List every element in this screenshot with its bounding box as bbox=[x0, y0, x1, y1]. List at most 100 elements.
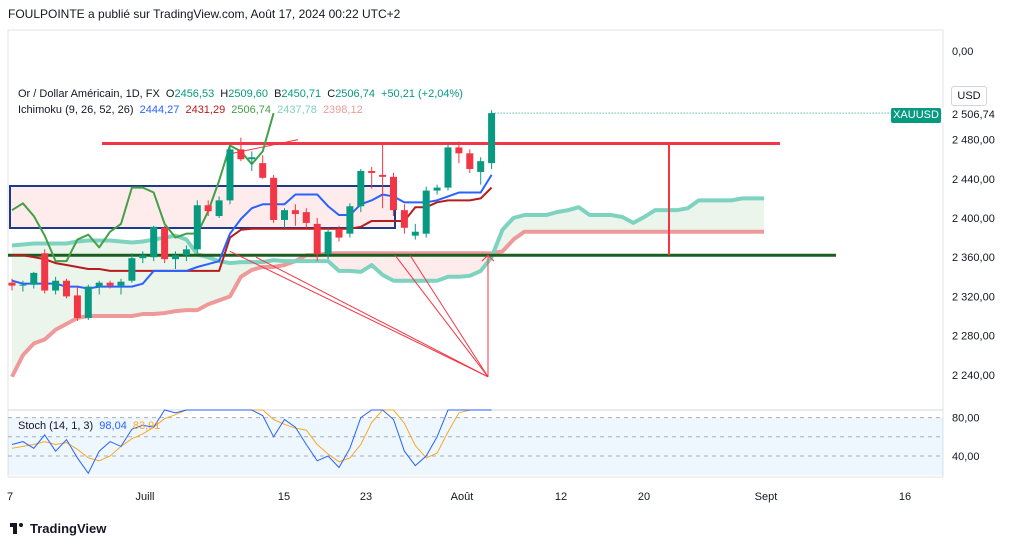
candle-body bbox=[30, 272, 38, 285]
symbol-price-tag: XAUUSD bbox=[891, 108, 941, 123]
candle-body bbox=[477, 161, 485, 172]
candle-body bbox=[313, 223, 321, 255]
candle-body bbox=[52, 280, 60, 291]
candle-body bbox=[346, 206, 354, 234]
time-tick-label: 16 bbox=[899, 491, 911, 503]
candle-body bbox=[41, 253, 49, 291]
ichimoku-cloud-segment bbox=[349, 253, 361, 272]
time-tick-label: Août bbox=[451, 491, 474, 503]
ichimoku-cloud-segment bbox=[219, 261, 230, 301]
candle-body bbox=[128, 258, 136, 281]
time-tick-label: 7 bbox=[7, 491, 13, 503]
ichimoku-cloud-segment bbox=[655, 210, 666, 232]
candle-body bbox=[390, 176, 397, 211]
candle-body bbox=[433, 187, 441, 191]
ichimoku-cloud-segment bbox=[415, 253, 427, 281]
stoch-d-value: 83,91 bbox=[132, 420, 161, 432]
candle-body bbox=[248, 157, 256, 160]
ichimoku-cloud-segment bbox=[742, 198, 754, 232]
candle-body bbox=[19, 284, 27, 286]
tenkan-value: 2444,27 bbox=[139, 104, 180, 116]
stoch-tick-label: 80,00 bbox=[952, 413, 980, 425]
candle-body bbox=[281, 210, 288, 220]
ichimoku-cloud-segment bbox=[22, 243, 34, 356]
candle-body bbox=[466, 153, 474, 169]
high-label: H bbox=[220, 88, 229, 100]
ichimoku-cloud-segment bbox=[99, 240, 111, 316]
tradingview-brand[interactable]: TradingView bbox=[10, 521, 106, 536]
arrow-line bbox=[394, 254, 489, 378]
candle-body bbox=[259, 163, 267, 178]
candle-body bbox=[400, 210, 408, 228]
time-tick-label: Juill bbox=[136, 491, 155, 503]
high-value: 2509,60 bbox=[228, 88, 268, 100]
tradingview-logo-icon bbox=[10, 523, 26, 534]
candle-body bbox=[161, 227, 169, 260]
time-tick-label: 12 bbox=[555, 491, 567, 503]
ichimoku-cloud-segment bbox=[458, 253, 470, 277]
time-tick-label: Sept bbox=[755, 491, 778, 503]
stoch-tick-label: 40,00 bbox=[952, 451, 980, 463]
open-label: O bbox=[165, 88, 175, 100]
candle-body bbox=[368, 170, 376, 173]
ichimoku-cloud-segment bbox=[197, 254, 209, 311]
candle-body bbox=[411, 231, 419, 236]
ichimoku-cloud-segment bbox=[393, 253, 405, 281]
candle-body bbox=[117, 281, 125, 286]
time-tick-label: 15 bbox=[278, 491, 290, 503]
ichimoku-cloud-segment bbox=[12, 244, 23, 377]
ichimoku-span-a-line bbox=[11, 196, 765, 283]
price-tick-label: 2 320,00 bbox=[952, 291, 995, 303]
ichimoku-kijun-line bbox=[12, 186, 493, 272]
time-tick-label: 23 bbox=[360, 491, 372, 503]
chikou-value: 2506,74 bbox=[231, 104, 272, 116]
span-a-value: 2437,78 bbox=[277, 104, 317, 116]
candle-body bbox=[488, 113, 496, 164]
ichimoku-cloud-segment bbox=[448, 253, 459, 277]
candle-body bbox=[139, 255, 147, 259]
stoch-legend: Stoch (14, 1, 3) 98,04 83,91 bbox=[18, 420, 163, 432]
candle-body bbox=[63, 280, 70, 297]
ichimoku-cloud-segment bbox=[611, 215, 623, 232]
candle-body bbox=[357, 170, 365, 207]
candle-body bbox=[172, 255, 179, 260]
price-tick-label: 2 360,00 bbox=[952, 252, 995, 264]
symbol-legend: Or / Dollar Américain, 1D, FX O2456,53 H… bbox=[18, 88, 466, 100]
tradingview-label: TradingView bbox=[30, 521, 107, 536]
ichimoku-cloud-segment bbox=[360, 253, 372, 272]
ichimoku-cloud-segment bbox=[676, 208, 688, 232]
ichimoku-tenkan-line bbox=[11, 174, 493, 290]
ichimoku-cloud-segment bbox=[502, 218, 514, 252]
kijun-value: 2431,29 bbox=[185, 104, 226, 116]
candle-body bbox=[204, 205, 212, 212]
stoch-k-value: 98,04 bbox=[99, 420, 127, 432]
arrow-line bbox=[229, 250, 489, 378]
ichimoku-cloud-segment bbox=[720, 200, 732, 232]
ichimoku-cloud-segment bbox=[404, 253, 416, 281]
candle-body bbox=[150, 226, 158, 258]
price-tick-label: 2 280,00 bbox=[952, 331, 995, 343]
arrow-head bbox=[481, 254, 495, 262]
publisher-header: FOULPOINTE a publié sur TradingView.com,… bbox=[8, 7, 401, 21]
close-value: 2506,74 bbox=[335, 88, 375, 100]
price-tick-label: 2 400,00 bbox=[952, 213, 995, 225]
candle-body bbox=[95, 282, 103, 287]
candle-body bbox=[422, 190, 430, 234]
ichimoku-cloud-segment bbox=[753, 198, 765, 232]
price-tick-label: 2 440,00 bbox=[952, 174, 995, 186]
candle-body bbox=[302, 212, 310, 223]
currency-button[interactable]: USD bbox=[951, 86, 987, 106]
ichimoku-cloud-segment bbox=[110, 240, 121, 316]
ichimoku-legend: Ichimoku (9, 26, 52, 26) 2444,27 2431,29… bbox=[18, 104, 366, 116]
ichimoku-span-b-line bbox=[10, 229, 765, 378]
low-label: B bbox=[274, 88, 282, 100]
candle-body bbox=[324, 231, 332, 255]
ichimoku-cloud-segment bbox=[589, 215, 601, 232]
candle-body bbox=[8, 282, 16, 286]
ichimoku-label: Ichimoku (9, 26, 52, 26) bbox=[18, 104, 134, 116]
price-tick-label-top: 0,00 bbox=[952, 46, 973, 58]
ichimoku-cloud-segment bbox=[437, 253, 448, 281]
arrow-line bbox=[409, 254, 489, 378]
candle-body bbox=[73, 295, 81, 318]
